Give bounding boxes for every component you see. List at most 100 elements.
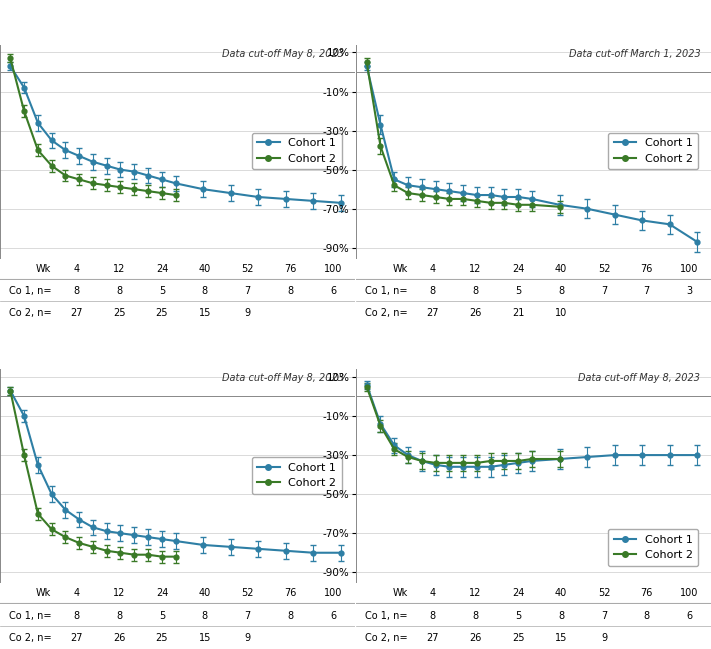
Text: 24: 24 bbox=[512, 588, 525, 598]
Text: 5: 5 bbox=[159, 611, 165, 620]
Text: 8: 8 bbox=[202, 286, 208, 296]
Text: Co 1, n=: Co 1, n= bbox=[9, 611, 51, 620]
Text: 10: 10 bbox=[555, 308, 567, 319]
Text: 4: 4 bbox=[73, 263, 80, 274]
Text: 100: 100 bbox=[324, 263, 343, 274]
Text: 40: 40 bbox=[555, 263, 567, 274]
Text: 4: 4 bbox=[429, 588, 436, 598]
Text: 8: 8 bbox=[558, 611, 565, 620]
Text: 12: 12 bbox=[469, 588, 482, 598]
Text: 6: 6 bbox=[687, 611, 693, 620]
Text: 27: 27 bbox=[427, 633, 439, 643]
Text: 4: 4 bbox=[429, 263, 436, 274]
Text: 52: 52 bbox=[241, 588, 254, 598]
Text: 100: 100 bbox=[680, 263, 699, 274]
Text: % Change from Baseline: % Change from Baseline bbox=[92, 26, 263, 39]
Text: 12: 12 bbox=[113, 588, 125, 598]
Text: 7: 7 bbox=[601, 286, 607, 296]
Text: 76: 76 bbox=[641, 588, 653, 598]
Text: 7: 7 bbox=[245, 611, 251, 620]
Text: Co 2, n=: Co 2, n= bbox=[365, 308, 408, 319]
Text: 15: 15 bbox=[198, 633, 211, 643]
Text: Wk: Wk bbox=[36, 263, 51, 274]
Text: 26: 26 bbox=[469, 308, 482, 319]
Text: 8: 8 bbox=[558, 286, 565, 296]
Text: 27: 27 bbox=[70, 633, 82, 643]
Text: 24: 24 bbox=[156, 263, 169, 274]
Text: % Change from Baseline: % Change from Baseline bbox=[448, 26, 619, 39]
Text: Data cut-off May 8, 2023: Data cut-off May 8, 2023 bbox=[222, 373, 344, 384]
Text: 9: 9 bbox=[245, 308, 251, 319]
Text: 52: 52 bbox=[241, 263, 254, 274]
Text: 5: 5 bbox=[159, 286, 165, 296]
Text: 8: 8 bbox=[429, 611, 436, 620]
Text: IgA: IgA bbox=[161, 2, 194, 20]
Text: 8: 8 bbox=[473, 611, 479, 620]
Text: Data cut-off March 1, 2023: Data cut-off March 1, 2023 bbox=[569, 49, 700, 59]
Text: 8: 8 bbox=[202, 611, 208, 620]
Text: Wk: Wk bbox=[36, 588, 51, 598]
Legend: Cohort 1, Cohort 2: Cohort 1, Cohort 2 bbox=[252, 458, 342, 494]
Text: 26: 26 bbox=[469, 633, 482, 643]
Text: 27: 27 bbox=[70, 308, 82, 319]
Text: 40: 40 bbox=[555, 588, 567, 598]
Text: IgG: IgG bbox=[517, 326, 551, 345]
Text: 76: 76 bbox=[284, 263, 296, 274]
Text: 7: 7 bbox=[643, 286, 650, 296]
Text: 25: 25 bbox=[156, 633, 169, 643]
Text: 100: 100 bbox=[324, 588, 343, 598]
Legend: Cohort 1, Cohort 2: Cohort 1, Cohort 2 bbox=[252, 133, 342, 169]
Text: 8: 8 bbox=[473, 286, 479, 296]
Text: 5: 5 bbox=[515, 286, 521, 296]
Text: 76: 76 bbox=[641, 263, 653, 274]
Text: 6: 6 bbox=[330, 611, 336, 620]
Text: Co 2, n=: Co 2, n= bbox=[9, 308, 51, 319]
Text: 76: 76 bbox=[284, 588, 296, 598]
Text: 15: 15 bbox=[555, 633, 567, 643]
Text: Co 1, n=: Co 1, n= bbox=[365, 611, 408, 620]
Legend: Cohort 1, Cohort 2: Cohort 1, Cohort 2 bbox=[608, 529, 698, 566]
Text: 8: 8 bbox=[116, 611, 122, 620]
Text: 25: 25 bbox=[156, 308, 169, 319]
Text: 40: 40 bbox=[198, 263, 211, 274]
Text: 26: 26 bbox=[113, 633, 125, 643]
Text: % Change from Baseline: % Change from Baseline bbox=[92, 350, 263, 363]
Text: Co 1, n=: Co 1, n= bbox=[9, 286, 51, 296]
Text: (Mean ± SE): (Mean ± SE) bbox=[242, 352, 311, 361]
Text: 7: 7 bbox=[601, 611, 607, 620]
Text: Co 1, n=: Co 1, n= bbox=[365, 286, 408, 296]
Text: 24: 24 bbox=[512, 263, 525, 274]
Text: 8: 8 bbox=[287, 286, 294, 296]
Text: 15: 15 bbox=[198, 308, 211, 319]
Text: 7: 7 bbox=[245, 286, 251, 296]
Text: 8: 8 bbox=[429, 286, 436, 296]
Text: 21: 21 bbox=[512, 308, 525, 319]
Text: Co 2, n=: Co 2, n= bbox=[365, 633, 408, 643]
Text: 24: 24 bbox=[156, 588, 169, 598]
Text: 12: 12 bbox=[113, 263, 125, 274]
Text: 6: 6 bbox=[330, 286, 336, 296]
Text: 25: 25 bbox=[512, 633, 525, 643]
Text: Co 2, n=: Co 2, n= bbox=[9, 633, 51, 643]
Text: 8: 8 bbox=[643, 611, 650, 620]
Text: Data cut-off May 8, 2023: Data cut-off May 8, 2023 bbox=[578, 373, 700, 384]
Text: 27: 27 bbox=[427, 308, 439, 319]
Text: 12: 12 bbox=[469, 263, 482, 274]
Text: 8: 8 bbox=[287, 611, 294, 620]
Text: 25: 25 bbox=[113, 308, 125, 319]
Text: 8: 8 bbox=[116, 286, 122, 296]
Text: 52: 52 bbox=[598, 588, 610, 598]
Text: (Mean ± SE): (Mean ± SE) bbox=[598, 27, 668, 37]
Text: Gd-IgA1: Gd-IgA1 bbox=[493, 2, 574, 20]
Text: 8: 8 bbox=[73, 286, 80, 296]
Text: IgM: IgM bbox=[159, 326, 196, 345]
Text: 3: 3 bbox=[687, 286, 693, 296]
Text: 100: 100 bbox=[680, 588, 699, 598]
Text: (Mean ± SE): (Mean ± SE) bbox=[598, 352, 668, 361]
Text: 52: 52 bbox=[598, 263, 610, 274]
Text: (Mean ± SE): (Mean ± SE) bbox=[242, 27, 311, 37]
Text: Wk: Wk bbox=[392, 588, 408, 598]
Text: Data cut-off May 8, 2023: Data cut-off May 8, 2023 bbox=[222, 49, 344, 59]
Text: 8: 8 bbox=[73, 611, 80, 620]
Text: % Change from Baseline: % Change from Baseline bbox=[448, 350, 619, 363]
